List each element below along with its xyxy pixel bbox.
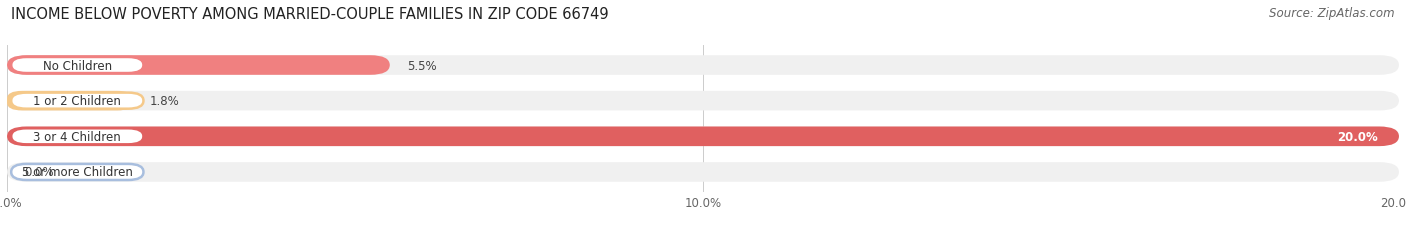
Text: 0.0%: 0.0% <box>24 166 53 179</box>
FancyBboxPatch shape <box>7 56 389 76</box>
Text: 1.8%: 1.8% <box>149 95 180 108</box>
FancyBboxPatch shape <box>11 93 143 109</box>
FancyBboxPatch shape <box>11 58 143 74</box>
Text: 20.0%: 20.0% <box>1337 130 1378 143</box>
Text: INCOME BELOW POVERTY AMONG MARRIED-COUPLE FAMILIES IN ZIP CODE 66749: INCOME BELOW POVERTY AMONG MARRIED-COUPL… <box>11 7 609 22</box>
Text: 1 or 2 Children: 1 or 2 Children <box>34 95 121 108</box>
FancyBboxPatch shape <box>11 164 143 180</box>
Text: Source: ZipAtlas.com: Source: ZipAtlas.com <box>1270 7 1395 20</box>
FancyBboxPatch shape <box>7 127 1399 146</box>
Text: 5 or more Children: 5 or more Children <box>22 166 132 179</box>
FancyBboxPatch shape <box>7 127 1399 146</box>
FancyBboxPatch shape <box>7 91 1399 111</box>
FancyBboxPatch shape <box>11 129 143 145</box>
FancyBboxPatch shape <box>7 91 132 111</box>
Text: 3 or 4 Children: 3 or 4 Children <box>34 130 121 143</box>
Text: 5.5%: 5.5% <box>408 59 437 72</box>
FancyBboxPatch shape <box>7 56 1399 76</box>
FancyBboxPatch shape <box>7 162 1399 182</box>
Text: No Children: No Children <box>42 59 112 72</box>
